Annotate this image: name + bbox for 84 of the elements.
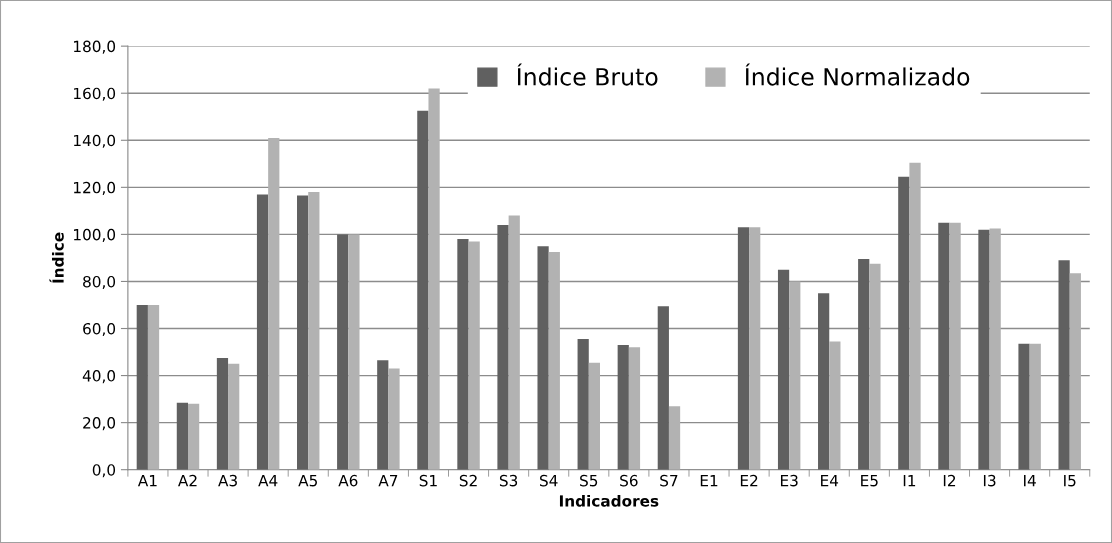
bar <box>818 293 830 470</box>
bar <box>938 222 950 470</box>
bar <box>829 341 841 470</box>
bar <box>869 263 881 470</box>
bar <box>577 339 589 470</box>
x-tick-label: S6 <box>620 474 638 487</box>
y-tick-label: 120,0 <box>74 181 116 195</box>
x-tick-label: S7 <box>660 474 678 487</box>
bar <box>628 347 641 470</box>
y-tick-label: 100,0 <box>74 228 116 242</box>
x-tick-label: S2 <box>459 474 477 487</box>
x-tick-label: A6 <box>338 474 358 487</box>
y-tick-label: 0,0 <box>92 464 116 478</box>
x-tick-label: A5 <box>298 475 317 487</box>
y-tick-label: 80,0 <box>83 275 116 290</box>
bar <box>176 402 188 470</box>
bar <box>468 241 480 470</box>
x-tick-label: I5 <box>1064 475 1076 487</box>
x-tick-label: I4 <box>1024 475 1036 487</box>
bar <box>508 215 520 470</box>
x-tick-label: A1 <box>137 475 157 487</box>
x-tick-label: E5 <box>861 475 878 487</box>
y-tick-label: 160,0 <box>74 87 116 101</box>
bar <box>337 234 349 470</box>
bar <box>147 304 160 470</box>
bar <box>297 195 309 470</box>
y-tick-label: 180,0 <box>74 40 116 54</box>
bar <box>949 222 961 470</box>
x-tick-label: S5 <box>580 474 598 487</box>
y-tick-label: 40,0 <box>82 370 116 384</box>
bar <box>256 194 269 470</box>
bar <box>228 363 240 470</box>
bar <box>348 234 360 470</box>
bar <box>978 229 990 470</box>
bar <box>428 88 440 470</box>
bar <box>617 344 629 470</box>
bar <box>216 357 229 470</box>
bar <box>136 304 148 470</box>
x-tick-label: A7 <box>378 475 398 487</box>
bar <box>749 227 761 470</box>
bar <box>537 246 549 470</box>
bar <box>548 252 560 470</box>
bar <box>1069 273 1081 470</box>
x-tick-label: S3 <box>499 474 518 487</box>
bar <box>588 362 600 470</box>
bar <box>789 281 801 470</box>
bar <box>417 110 429 470</box>
x-tick-label: E2 <box>740 474 758 487</box>
x-tick-label: I3 <box>983 474 996 487</box>
x-tick-label: A4 <box>258 475 278 487</box>
bar <box>737 227 750 470</box>
x-tick-label: I1 <box>903 475 916 487</box>
x-axis-title: Indicadores <box>559 494 659 507</box>
x-tick-label: A3 <box>218 474 237 487</box>
bar <box>268 137 280 470</box>
y-tick-label: 20,0 <box>83 417 116 431</box>
bar <box>388 368 400 470</box>
bar <box>657 306 669 470</box>
x-tick-label: A2 <box>178 474 197 487</box>
y-axis-title: Índice <box>49 232 64 283</box>
bar <box>308 192 320 470</box>
legend-label: Índice Normalizado <box>745 63 970 86</box>
bar <box>668 406 681 470</box>
bar <box>188 403 200 470</box>
bar <box>457 239 469 470</box>
legend-label: Índice Bruto <box>517 63 658 86</box>
bar <box>989 228 1001 470</box>
x-tick-label: I2 <box>943 474 956 487</box>
y-tick-label: 60,0 <box>83 322 116 337</box>
bar <box>1018 343 1030 470</box>
x-tick-label: E1 <box>700 475 718 487</box>
x-tick-label: E4 <box>821 475 839 487</box>
y-tick-label: 140,0 <box>74 134 116 148</box>
x-tick-label: S1 <box>419 474 437 487</box>
bar <box>1058 260 1070 470</box>
x-tick-label: S4 <box>540 474 558 487</box>
bar <box>909 162 921 470</box>
bar <box>497 224 509 470</box>
bar <box>1029 343 1041 470</box>
bar <box>858 259 870 470</box>
bar <box>898 176 910 470</box>
bar <box>377 360 389 470</box>
bar <box>777 269 790 470</box>
x-tick-label: E3 <box>780 474 798 487</box>
